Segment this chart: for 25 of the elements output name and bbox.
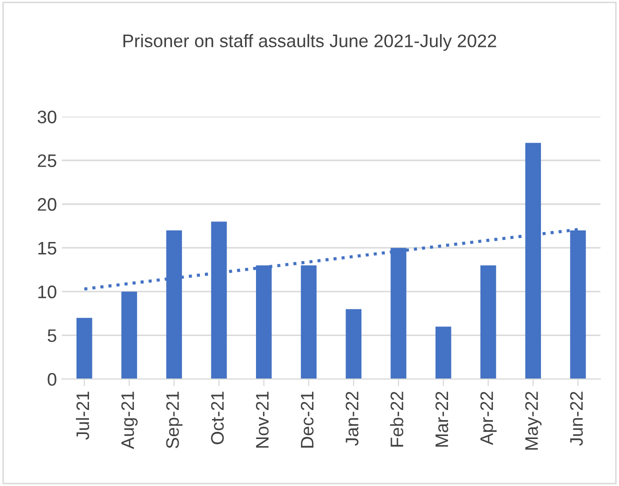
y-tick-label: 10	[38, 286, 56, 298]
y-tick-label: 0	[48, 373, 56, 386]
y-tick-label: 15	[38, 242, 56, 255]
bar	[480, 265, 496, 380]
y-tick-label: 20	[38, 198, 56, 211]
x-tick-label: Jan-22	[346, 392, 358, 446]
x-tick-label: Jun-22	[570, 392, 583, 446]
x-tick-label: Jul-21	[76, 392, 90, 440]
x-tick-label: Aug-21	[121, 392, 138, 450]
bar	[436, 326, 452, 380]
chart-title: Prisoner on staff assaults June 2021-July 2022	[123, 34, 496, 51]
x-tick-label: Oct-21	[211, 392, 224, 444]
x-tick-label: Sep-21	[166, 392, 183, 448]
bar	[121, 292, 138, 380]
bar	[76, 318, 92, 380]
y-tick-label: 30	[38, 110, 56, 124]
x-tick-label: Feb-22	[390, 392, 404, 447]
x-tick-label: Mar-22	[435, 392, 448, 447]
x-tick-label: May-22	[525, 392, 542, 450]
x-tick-label: Nov-21	[256, 392, 269, 448]
x-tick-label: Dec-21	[300, 392, 314, 448]
bar	[346, 309, 362, 380]
y-tick-label: 25	[38, 154, 56, 168]
x-tick-label: Apr-22	[480, 392, 497, 446]
y-tick-label: 5	[48, 329, 56, 342]
